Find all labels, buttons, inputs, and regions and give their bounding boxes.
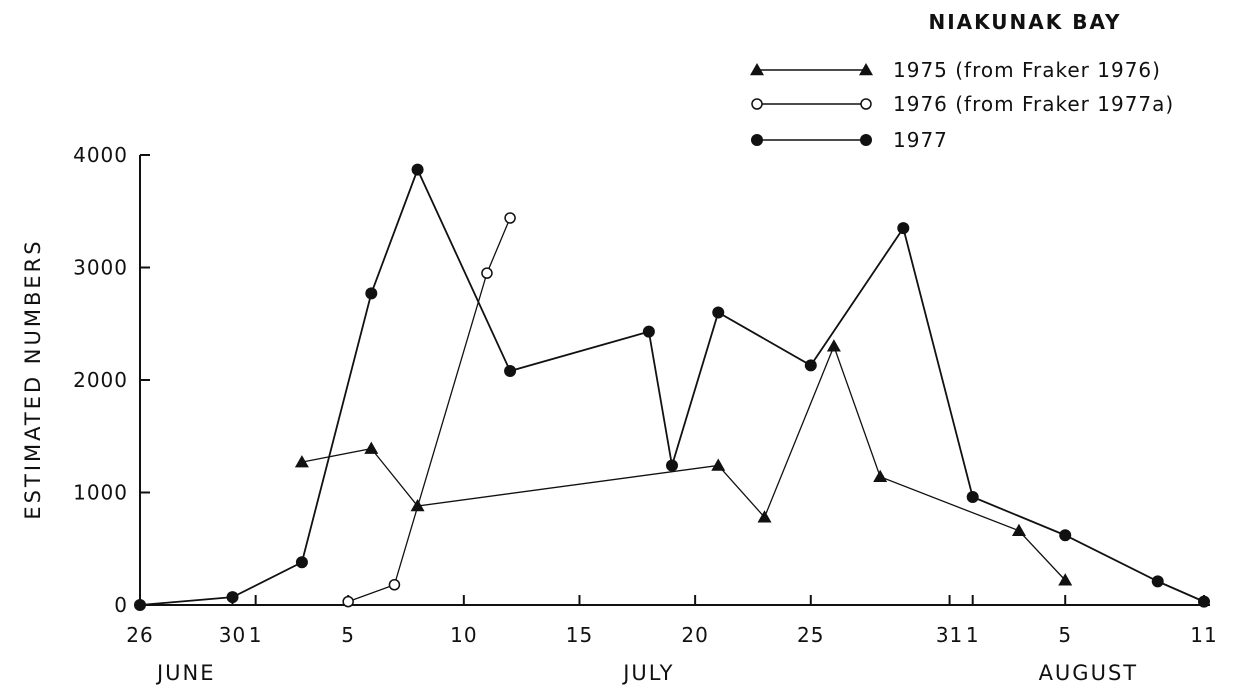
series-3 [134,163,1210,611]
triangle-marker [1058,573,1073,586]
filled-circle-marker [411,163,424,176]
legend-label: 1977 [893,128,948,152]
x-tick-label: 30 [219,623,246,647]
legend-marker [859,63,873,76]
legend-marker [860,134,872,146]
filled-circle-marker [365,287,378,300]
triangle-marker [826,339,841,352]
triangle-marker [364,441,379,454]
y-tick-label: 1000 [73,481,128,505]
legend-entry: 1975 (from Fraker 1976) [750,58,1161,82]
y-tick-label: 0 [114,593,128,617]
filled-circle-marker [804,359,817,372]
chart-title: NIAKUNAK BAY [928,10,1121,34]
filled-circle-marker [1151,575,1164,588]
x-tick-label: 1 [249,623,263,647]
open-circle-marker [504,212,516,224]
filled-circle-marker [966,491,979,503]
x-tick-label: 10 [450,623,477,647]
y-tick-label: 4000 [73,143,128,167]
x-tick-label: 26 [126,623,153,647]
filled-circle-marker [897,222,910,235]
filled-circle-marker [1198,595,1210,608]
filled-circle-marker [642,325,655,338]
legend-marker [860,98,872,110]
x-tick-label: 11 [1190,623,1217,647]
legend-label: 1975 (from Fraker 1976) [893,58,1161,82]
open-circle-marker [481,267,493,279]
open-circle-marker [342,595,354,608]
triangle-marker [711,458,726,471]
filled-circle-marker [295,556,308,569]
triangle-marker [873,469,888,482]
legend-marker [751,98,763,110]
triangle-marker [294,455,309,468]
filled-circle-marker [666,459,678,472]
series-layer [134,163,1210,611]
series-1 [294,339,1073,586]
filled-circle-marker [1059,529,1072,542]
x-tick-label: 15 [566,623,593,647]
x-tick-label: 20 [681,623,708,647]
filled-circle-marker [134,599,146,611]
series-line [347,217,511,603]
series-line [301,344,1066,581]
filled-circle-marker [226,591,239,604]
series-2 [342,212,516,608]
x-tick-label: 5 [341,623,355,647]
x-month-label: AUGUST [1039,661,1139,685]
triangle-marker [1011,523,1026,536]
y-axis-title: ESTIMATED NUMBERS [21,238,45,519]
triangle-marker [757,510,772,523]
x-month-label: JULY [621,661,674,685]
x-tick-label: 25 [797,623,824,647]
filled-circle-marker [712,306,725,319]
legend-entry: 1977 [751,128,948,152]
filled-circle-marker [504,365,517,377]
series-line [139,167,1205,606]
legend-marker [750,63,764,76]
y-tick-label: 2000 [73,368,128,392]
x-tick-label: 31 [936,623,963,647]
legend-marker [751,134,763,146]
y-tick-label: 3000 [73,256,128,280]
legend-label: 1976 (from Fraker 1977a) [893,92,1174,116]
open-circle-marker [388,579,401,591]
legend-entry: 1976 (from Fraker 1977a) [751,92,1174,116]
legend: 1975 (from Fraker 1976) 1976 (from Fraker… [750,58,1174,152]
x-tick-label: 1 [966,623,980,647]
x-month-label: JUNE [155,661,216,685]
x-tick-label: 5 [1058,623,1072,647]
